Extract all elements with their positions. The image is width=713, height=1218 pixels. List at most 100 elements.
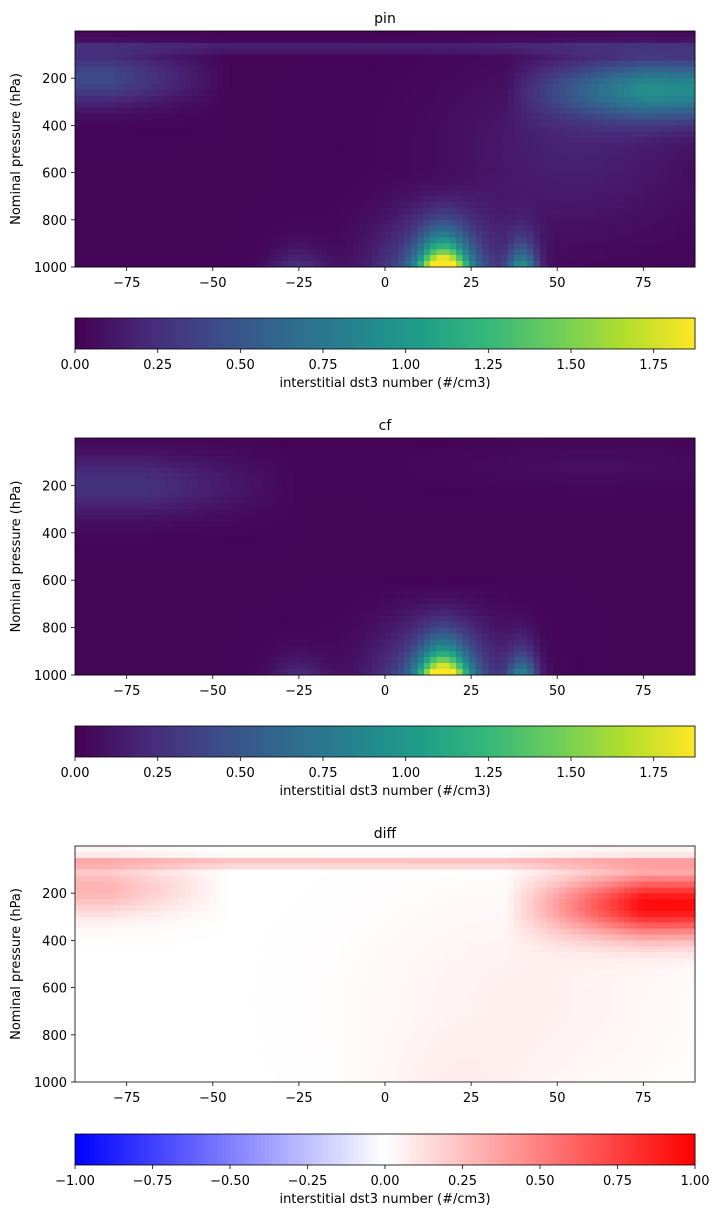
- heatmap-cell: [94, 160, 102, 168]
- heatmap-cell: [643, 154, 651, 162]
- heatmap-cell: [339, 90, 347, 97]
- heatmap-cell: [301, 160, 309, 168]
- heatmap-cell: [301, 54, 309, 62]
- heatmap-cell: [682, 225, 690, 233]
- heatmap-cell: [617, 42, 625, 50]
- heatmap-cell: [630, 485, 638, 492]
- heatmap-cell: [242, 485, 250, 492]
- heatmap-cell: [520, 491, 528, 498]
- heatmap-cell: [372, 461, 380, 469]
- heatmap-cell: [217, 160, 225, 168]
- heatmap-cell: [617, 125, 625, 132]
- heatmap-cell: [572, 31, 580, 38]
- heatmap-cell: [423, 31, 431, 38]
- heatmap-cell: [146, 54, 154, 62]
- heatmap-cell: [565, 473, 573, 481]
- heatmap-cell: [87, 184, 95, 191]
- heatmap-cell: [178, 485, 186, 492]
- heatmap-cell: [352, 225, 360, 233]
- heatmap-cell: [501, 237, 509, 244]
- colorbar-segment: [408, 318, 413, 349]
- heatmap-cell: [649, 231, 657, 239]
- heatmap-cell: [230, 196, 238, 203]
- heatmap-cell: [268, 255, 276, 262]
- heatmap-cell: [197, 190, 205, 197]
- heatmap-cell: [585, 42, 593, 50]
- heatmap-cell: [688, 196, 696, 203]
- y-axis-label: Nominal pressure (hPa): [9, 73, 24, 225]
- heatmap-cell: [649, 78, 657, 85]
- heatmap-cell: [527, 137, 535, 144]
- heatmap-cell: [230, 231, 238, 239]
- heatmap-cell: [662, 190, 670, 197]
- heatmap-cell: [378, 125, 386, 132]
- heatmap-cell: [391, 473, 399, 481]
- heatmap-cell: [87, 443, 95, 451]
- heatmap-cell: [230, 443, 238, 451]
- heatmap-cell: [223, 66, 231, 73]
- heatmap-cell: [197, 84, 205, 91]
- heatmap-cell: [436, 36, 444, 44]
- heatmap-cell: [649, 84, 657, 91]
- heatmap-cell: [417, 225, 425, 233]
- heatmap-cell: [527, 119, 535, 126]
- heatmap-cell: [359, 84, 367, 91]
- heatmap-cell: [133, 131, 141, 138]
- heatmap-cell: [520, 438, 528, 445]
- heatmap-cell: [598, 137, 606, 144]
- heatmap-cell: [546, 54, 554, 62]
- heatmap-cell: [307, 36, 315, 44]
- heatmap-cell: [100, 154, 108, 162]
- heatmap-cell: [333, 231, 341, 239]
- heatmap-cell: [481, 485, 489, 492]
- heatmap-cell: [139, 54, 147, 62]
- heatmap-cell: [249, 479, 257, 486]
- heatmap-cell: [514, 36, 522, 44]
- heatmap-cell: [533, 72, 541, 79]
- heatmap-cell: [359, 178, 367, 185]
- heatmap-cell: [630, 178, 638, 185]
- heatmap-cell: [281, 479, 289, 486]
- heatmap-cell: [494, 461, 502, 469]
- heatmap-cell: [468, 249, 477, 256]
- heatmap-cell: [662, 31, 670, 38]
- heatmap-cell: [559, 119, 567, 126]
- heatmap-cell: [146, 225, 154, 233]
- heatmap-cell: [397, 31, 405, 38]
- heatmap-cell: [636, 131, 644, 138]
- heatmap-cell: [346, 196, 354, 203]
- heatmap-cell: [107, 154, 115, 162]
- heatmap-cell: [514, 84, 522, 91]
- heatmap-cell: [552, 90, 560, 97]
- heatmap-cell: [339, 119, 347, 126]
- heatmap-cell: [417, 160, 425, 168]
- heatmap-cell: [475, 225, 483, 233]
- heatmap-cell: [540, 479, 548, 486]
- heatmap-cell: [171, 48, 179, 56]
- heatmap-cell: [139, 84, 147, 91]
- heatmap-cell: [514, 449, 522, 457]
- heatmap-cell: [604, 131, 612, 138]
- heatmap-cell: [255, 66, 263, 73]
- heatmap-cell: [333, 479, 341, 486]
- heatmap-cell: [339, 48, 347, 56]
- heatmap-cell: [191, 461, 199, 469]
- heatmap-cell: [404, 219, 412, 227]
- heatmap-cell: [611, 438, 619, 445]
- heatmap-cell: [604, 113, 612, 121]
- heatmap-cell: [611, 249, 619, 256]
- heatmap-cell: [656, 131, 664, 138]
- heatmap-cell: [669, 249, 677, 256]
- heatmap-cell: [559, 443, 567, 451]
- heatmap-cell: [630, 36, 638, 44]
- heatmap-cell: [359, 231, 367, 239]
- heatmap-cell: [623, 113, 632, 121]
- heatmap-cell: [494, 78, 502, 85]
- heatmap-cell: [184, 143, 192, 150]
- heatmap-cell: [662, 54, 670, 62]
- heatmap-cell: [326, 137, 334, 144]
- heatmap-cell: [139, 202, 147, 209]
- heatmap-cell: [514, 231, 522, 239]
- heatmap-cell: [443, 137, 451, 144]
- heatmap-cell: [391, 84, 399, 91]
